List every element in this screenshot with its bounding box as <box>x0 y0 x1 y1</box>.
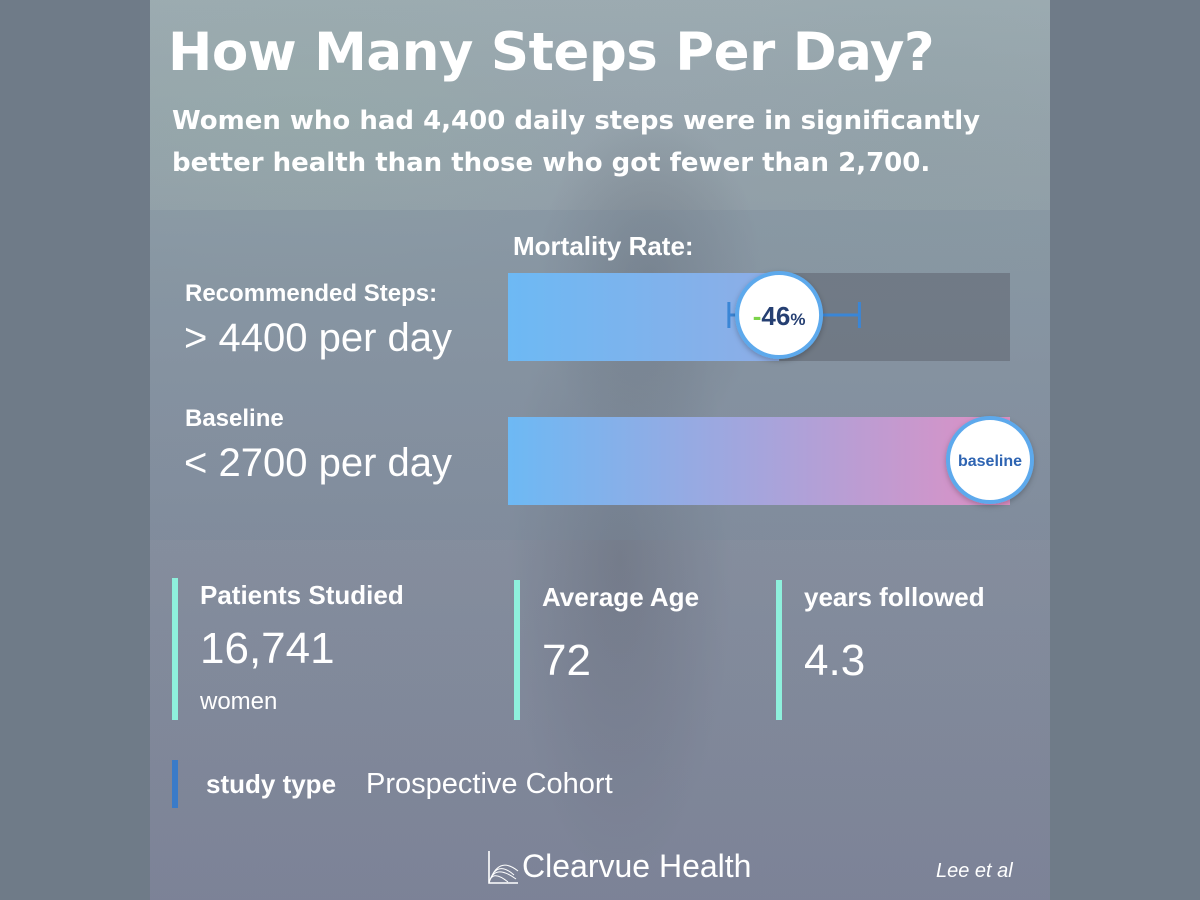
page-subtitle: Women who had 4,400 daily steps were in … <box>172 106 981 178</box>
row-sublabel: < 2700 per day <box>184 441 452 485</box>
value-badge <box>946 416 1034 504</box>
stat-years-followed: years followed 4.3 <box>776 580 985 720</box>
row-sublabel: > 4400 per day <box>184 316 452 360</box>
stat-label: Patients Studied <box>200 580 404 610</box>
study-type-label: study type <box>206 768 337 799</box>
stat-value: 4.3 <box>804 636 866 685</box>
bar <box>508 417 1010 505</box>
value-badge <box>735 271 824 359</box>
study-type: study type Prospective Cohort <box>172 760 613 808</box>
row-label: Recommended Steps: <box>185 280 437 307</box>
stat-value: 16,741 <box>200 624 335 673</box>
brand-logo-icon <box>488 850 519 884</box>
brand-name: Clearvue Health <box>522 848 752 884</box>
row-label: Baseline <box>185 405 284 432</box>
chart-title: Mortality Rate: <box>513 231 694 261</box>
stat-patients-studied: Patients Studied 16,741 women <box>172 578 404 720</box>
page-title: How Many Steps Per Day? <box>168 22 935 83</box>
stat-unit: women <box>200 688 278 715</box>
badge-label: baseline <box>958 453 1022 470</box>
bar <box>508 273 780 361</box>
stat-value: 72 <box>542 636 591 685</box>
badge-value: -46% <box>753 301 806 331</box>
chart-rows: Recommended Steps: > 4400 per day Baseline… <box>184 271 1034 505</box>
study-type-value: Prospective Cohort <box>366 767 613 800</box>
stat-label: years followed <box>804 582 985 612</box>
stat-average-age: Average Age 72 <box>514 580 699 720</box>
citation: Lee et al <box>936 860 1013 882</box>
brand: Clearvue Health <box>486 848 751 885</box>
stat-label: Average Age <box>542 582 700 612</box>
